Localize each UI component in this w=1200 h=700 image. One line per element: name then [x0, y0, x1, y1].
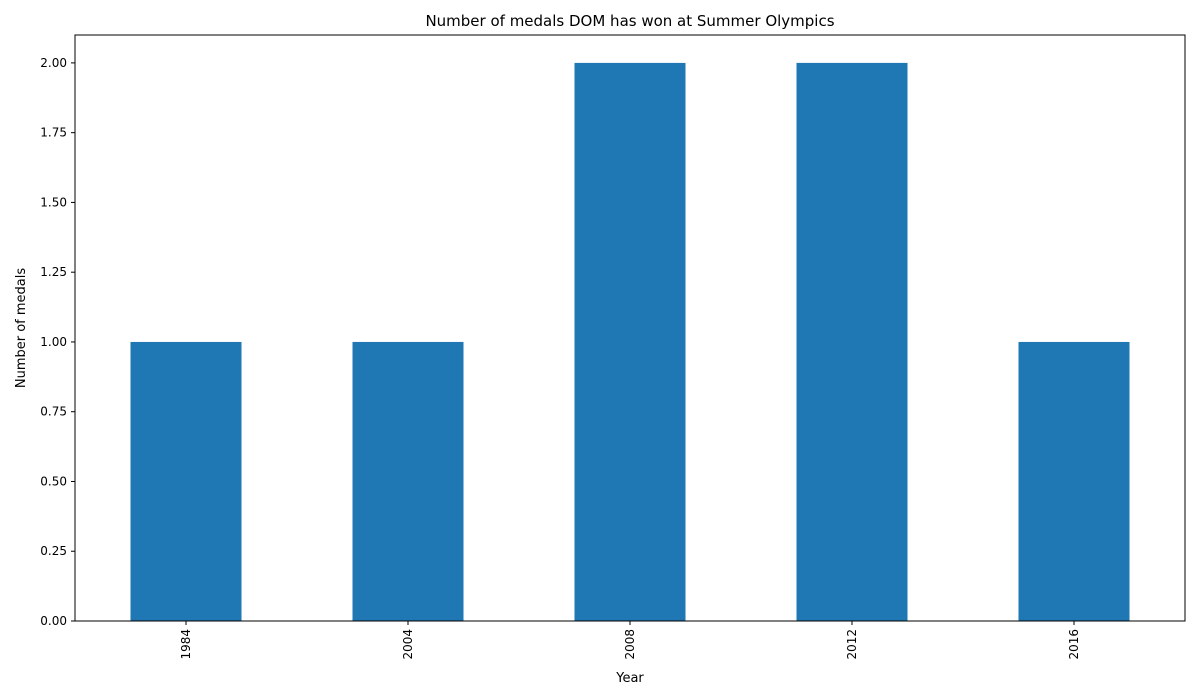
y-tick-label: 1.00: [40, 335, 67, 349]
y-tick-label: 1.25: [40, 265, 67, 279]
plot-frame: [74, 34, 1186, 622]
bar-1984: [130, 341, 242, 621]
y-tick-label: 1.75: [40, 126, 67, 140]
y-axis-ticks: 0.00 0.25 0.50 0.75 1.00 1.25 1.50 1.75 2.00: [40, 56, 75, 628]
bar-2016: [1018, 341, 1130, 621]
x-tick-label: 1984: [179, 629, 193, 660]
x-tick-label: 2004: [401, 629, 415, 660]
x-tick-label: 2016: [1067, 629, 1081, 660]
y-tick-label: 0.00: [40, 614, 67, 628]
x-tick-label: 2012: [845, 629, 859, 660]
y-tick-label: 2.00: [40, 56, 67, 70]
y-tick-label: 1.50: [40, 195, 67, 209]
x-axis-label: Year: [615, 671, 644, 686]
y-tick-label: 0.75: [40, 405, 67, 419]
bar-2004: [352, 341, 464, 621]
x-axis-ticks: 1984 2004 2008 2012 2016: [179, 621, 1081, 660]
bar-2012: [796, 62, 908, 621]
y-tick-label: 0.25: [40, 544, 67, 558]
bar-2008: [574, 62, 686, 621]
chart-title: Number of medals DOM has won at Summer O…: [425, 12, 834, 30]
bars-group: [130, 62, 1130, 621]
y-axis-label: Number of medals: [14, 268, 29, 389]
y-tick-label: 0.50: [40, 474, 67, 488]
x-tick-label: 2008: [623, 629, 637, 660]
